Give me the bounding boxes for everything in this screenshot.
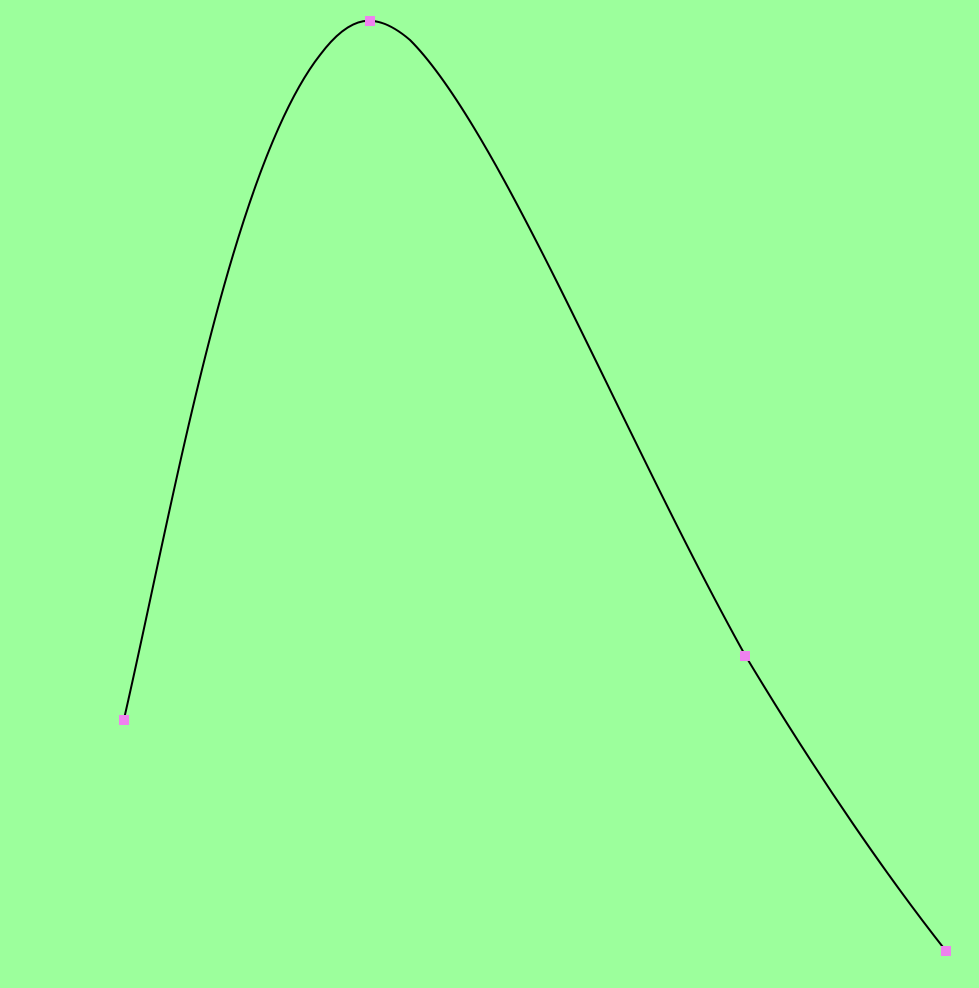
control-point-handle[interactable] [119,715,129,725]
control-point-handle[interactable] [941,946,951,956]
control-point-handle[interactable] [740,651,750,661]
spline-curve [123,19,947,952]
control-point-handle[interactable] [365,16,375,26]
